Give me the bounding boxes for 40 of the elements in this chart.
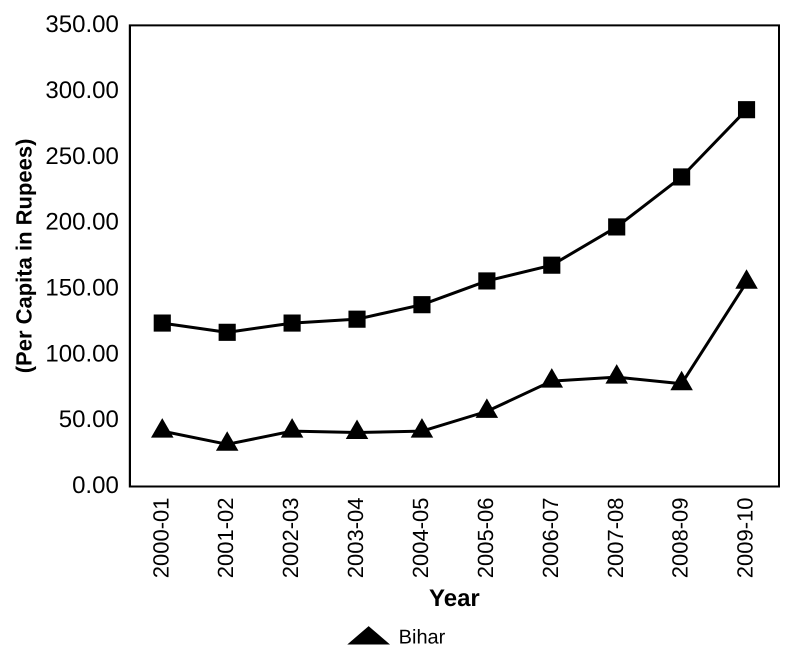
point: [412, 420, 432, 438]
point: [282, 420, 302, 438]
x-tick-label: 2009-10: [732, 497, 758, 578]
point: [217, 432, 238, 451]
y-tick-label: 150.00: [45, 274, 119, 302]
point: [284, 314, 301, 332]
x-tick-label: 2006-07: [538, 497, 563, 578]
point: [348, 310, 366, 328]
x-tick-label: 2004-05: [408, 497, 434, 578]
x-tick-label: 2001-02: [213, 497, 238, 578]
legend-label: Bihar: [398, 626, 446, 649]
point: [476, 400, 498, 418]
y-tick-label: 350.00: [45, 11, 119, 38]
x-tick-label: 2002-03: [278, 497, 304, 578]
y-tick-label: 250.00: [45, 142, 119, 170]
point: [671, 372, 692, 390]
point: [346, 420, 368, 439]
y-axis-title: (Per Capita in Rupees): [11, 138, 36, 374]
point: [738, 101, 756, 118]
x-tick-label: 2003-04: [343, 497, 368, 578]
y-tick-label: 50.00: [58, 406, 119, 434]
y-tick-label: 300.00: [45, 76, 119, 104]
x-tick-label: 2007-08: [602, 497, 628, 578]
point: [218, 324, 236, 341]
point: [542, 370, 562, 388]
x-axis-title: Year: [429, 585, 480, 612]
point: [543, 256, 560, 274]
point: [606, 366, 627, 384]
y-tick-label: 200.00: [45, 208, 119, 236]
point: [478, 272, 496, 290]
y-tick-label: 0.00: [72, 472, 119, 500]
point: [154, 314, 171, 332]
x-tick-label: 2005-06: [472, 497, 498, 578]
point: [608, 218, 626, 236]
point: [152, 420, 172, 438]
point: [413, 296, 431, 314]
x-tick-label: 2008-09: [668, 497, 693, 578]
x-tick-label: 2000-01: [148, 497, 174, 578]
point: [673, 168, 690, 186]
y-tick-label: 100.00: [45, 340, 119, 368]
